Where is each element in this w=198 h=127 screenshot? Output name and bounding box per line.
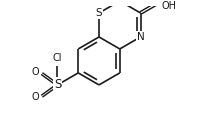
Text: O: O — [31, 67, 39, 77]
Text: S: S — [54, 78, 61, 91]
Text: OH: OH — [161, 1, 176, 11]
Text: N: N — [137, 32, 144, 42]
Text: Cl: Cl — [53, 53, 62, 63]
Text: S: S — [96, 8, 102, 18]
Text: O: O — [31, 92, 39, 102]
